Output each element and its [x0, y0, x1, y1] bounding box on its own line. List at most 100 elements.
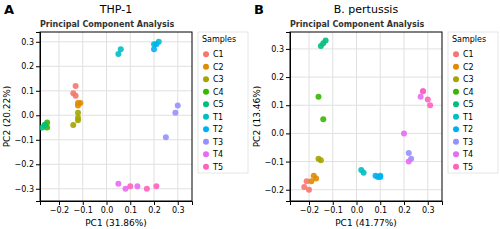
- legend-label: T5: [462, 163, 473, 172]
- x-tick-label: 0.0: [351, 206, 364, 215]
- y-tick-mark: [286, 133, 290, 134]
- x-tick-mark: [404, 201, 405, 205]
- legend-swatch: [453, 101, 459, 107]
- x-axis-line: [41, 202, 193, 206]
- x-grid-line: [332, 32, 333, 201]
- x-grid-line: [154, 32, 155, 201]
- legend-swatch: [203, 51, 209, 57]
- subtitle: Principal Component Analysis: [290, 20, 424, 29]
- y-tick-label: −0.3: [15, 185, 34, 194]
- y-tick-label: −0.1: [15, 136, 34, 145]
- x-tick-mark: [380, 201, 381, 205]
- point: [153, 183, 159, 189]
- y-axis-title: PC2 (20.22%): [2, 86, 12, 148]
- legend-swatch: [203, 101, 209, 107]
- point: [425, 97, 431, 103]
- y-tick-mark: [286, 77, 290, 78]
- x-tick-mark: [333, 201, 334, 205]
- legend-swatch: [203, 114, 209, 120]
- x-tick-label: 0.2: [148, 206, 161, 215]
- grid: [290, 32, 442, 201]
- legend-title: Samples: [202, 35, 236, 44]
- x-tick-mark: [178, 201, 179, 205]
- legend-frame: [448, 32, 498, 173]
- legend-label: C3: [463, 75, 474, 84]
- y-tick: −0.1: [265, 158, 290, 167]
- title: THP-1: [99, 3, 132, 16]
- x-tick-label: 0.2: [398, 206, 411, 215]
- point: [361, 170, 367, 176]
- point: [144, 186, 150, 192]
- y-tick-label: 0.1: [271, 101, 284, 110]
- x-tick: 0.3: [172, 201, 185, 215]
- x-tick-mark: [309, 201, 310, 205]
- x-axis: −0.2−0.10.00.10.20.3: [291, 201, 443, 215]
- point: [75, 102, 81, 108]
- x-tick-mark: [83, 201, 84, 205]
- y-tick-mark: [36, 140, 40, 141]
- y-tick: 0.1: [21, 87, 40, 96]
- legend: SamplesC1C2C3C4C5T1T2T3T4T5: [448, 32, 498, 173]
- x-axis-title: PC1 (41.77%): [335, 218, 397, 228]
- x-tick-mark: [428, 201, 429, 205]
- y-tick-label: 0.3: [21, 38, 34, 47]
- x-tick: −0.2: [50, 201, 69, 215]
- legend-swatch: [453, 51, 459, 57]
- legend-label: C1: [463, 50, 474, 59]
- y-tick-label: 0.0: [21, 111, 34, 120]
- x-tick: −0.1: [74, 201, 93, 215]
- x-tick: −0.2: [300, 201, 319, 215]
- legend-label: C3: [213, 75, 224, 84]
- legend-label: T3: [462, 138, 473, 147]
- y-tick-label: 0.2: [21, 62, 34, 71]
- point: [40, 125, 45, 131]
- point: [127, 183, 133, 189]
- point: [153, 41, 159, 47]
- x-tick: 0.0: [351, 201, 364, 215]
- x-tick-label: −0.2: [50, 206, 69, 215]
- legend-label: C5: [213, 100, 224, 109]
- subtitle: Principal Component Analysis: [40, 20, 174, 29]
- point: [75, 117, 81, 123]
- legend-swatch: [203, 164, 209, 170]
- legend-label: T1: [212, 113, 223, 122]
- point: [420, 88, 426, 94]
- points: [40, 39, 181, 192]
- legend-swatch: [203, 76, 209, 82]
- y-grid-line: [290, 105, 442, 106]
- x-tick: 0.2: [398, 201, 411, 215]
- point: [308, 178, 314, 184]
- x-tick-label: 0.1: [124, 206, 137, 215]
- y-tick-label: −0.2: [15, 160, 34, 169]
- y-grid-line: [40, 139, 192, 140]
- legend-swatch: [453, 164, 459, 170]
- x-tick-label: 0.3: [422, 206, 435, 215]
- y-axis-line: [36, 33, 41, 202]
- x-grid-line: [356, 32, 357, 201]
- x-tick-label: 0.1: [374, 206, 387, 215]
- y-grid-line: [290, 133, 442, 134]
- legend-label: T4: [212, 150, 223, 159]
- point: [418, 94, 424, 100]
- y-tick-mark: [36, 115, 40, 116]
- x-tick-label: −0.1: [74, 206, 93, 215]
- points: [301, 37, 433, 192]
- point: [320, 116, 326, 122]
- y-tick: 0.3: [21, 38, 40, 47]
- y-tick: 0.2: [21, 62, 40, 71]
- y-axis-title: PC2 (13.46%): [252, 86, 262, 148]
- panel: −0.2−0.10.00.10.20.3−0.2−0.10.00.10.20.3: [265, 32, 443, 215]
- point: [306, 187, 312, 193]
- y-grid-line: [40, 115, 192, 116]
- legend-swatch: [453, 64, 459, 70]
- point: [420, 88, 426, 94]
- y-tick: −0.1: [15, 136, 40, 145]
- x-axis-line: [291, 202, 443, 206]
- legend-swatch: [203, 89, 209, 95]
- point: [316, 94, 322, 100]
- y-tick-label: −0.1: [265, 158, 284, 167]
- legend-swatch: [453, 114, 459, 120]
- y-grid-line: [290, 161, 442, 162]
- y-grid-line: [40, 188, 192, 189]
- legend-label: T2: [462, 125, 473, 134]
